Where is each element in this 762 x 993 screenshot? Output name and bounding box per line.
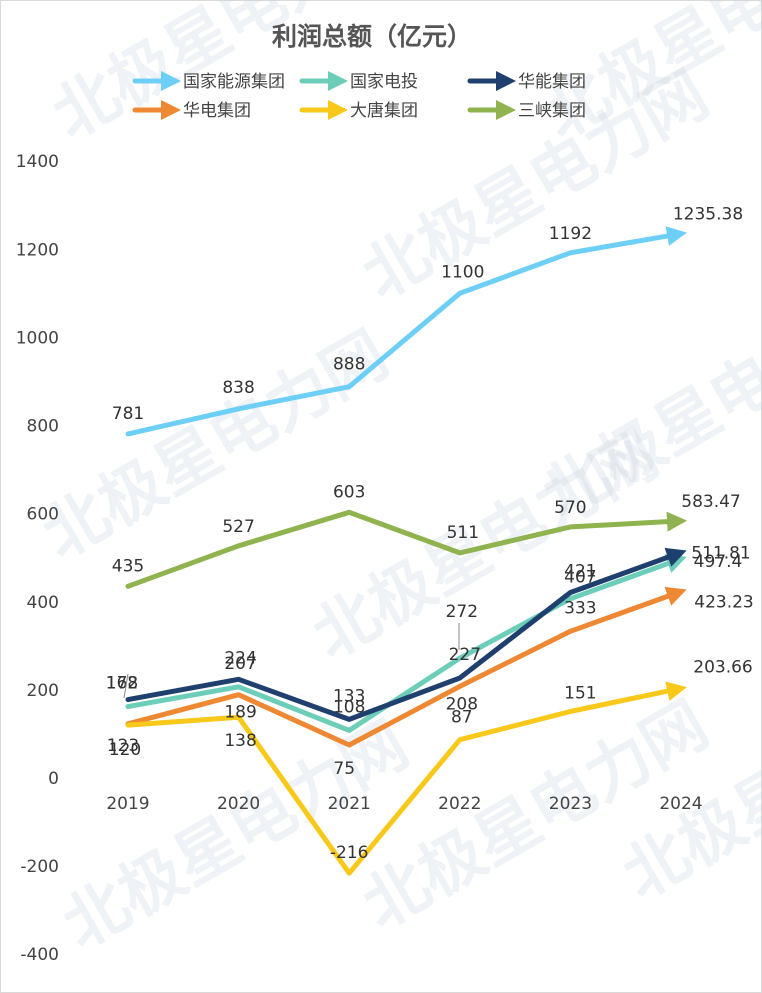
chart-title: 利润总额（亿元）	[272, 22, 472, 51]
legend-label: 三峡集团	[518, 101, 586, 121]
data-label: 511	[447, 523, 479, 543]
data-label: 272	[446, 602, 478, 622]
data-label: 1192	[549, 224, 592, 244]
series-line	[125, 586, 687, 748]
data-label: 207	[224, 654, 256, 674]
legend-item: 国家电投	[299, 71, 418, 92]
data-label: 108	[333, 697, 365, 717]
data-label: 333	[564, 598, 596, 618]
data-label: 227	[449, 645, 481, 665]
series-line	[125, 554, 687, 733]
y-tick-label: 1400	[16, 152, 59, 172]
data-label: 497.4	[694, 552, 743, 572]
data-label: 511.81	[691, 543, 750, 563]
x-tick-label: 2020	[217, 794, 260, 814]
legend-item: 三峡集团	[467, 100, 586, 121]
data-label: -216	[330, 843, 369, 863]
data-label: 888	[333, 355, 365, 375]
data-label: 1100	[441, 262, 484, 282]
data-label: 189	[224, 703, 256, 723]
y-tick-label: 800	[27, 417, 59, 437]
data-label: 435	[112, 556, 144, 576]
data-label: 120	[109, 740, 141, 760]
y-tick-label: 0	[48, 769, 59, 789]
x-tick-label: 2021	[328, 794, 371, 814]
legend-label: 国家能源集团	[183, 72, 285, 92]
data-label: 133	[333, 686, 365, 706]
data-label: 123	[107, 736, 139, 756]
y-tick-label: 200	[27, 681, 59, 701]
x-tick-label: 2019	[106, 794, 149, 814]
data-label: 603	[333, 482, 365, 502]
data-label: 407	[564, 568, 596, 588]
data-label: 87	[451, 708, 473, 728]
x-axis: 2019 2020 2021 2022 2023 2024	[106, 794, 702, 814]
data-label: 781	[112, 404, 144, 424]
y-tick-label: 1200	[16, 240, 59, 260]
y-tick-label: -400	[20, 945, 59, 965]
data-label: 178	[106, 674, 138, 694]
label-leader-line	[123, 673, 129, 699]
y-tick-label: -200	[20, 857, 59, 877]
x-tick-label: 2023	[549, 794, 592, 814]
data-label: 421	[564, 562, 596, 582]
y-tick-label: 400	[27, 593, 59, 613]
y-tick-label: 1000	[16, 328, 59, 348]
legend-label: 华电集团	[183, 101, 251, 121]
data-label: 1235.38	[673, 205, 743, 225]
data-label: 138	[224, 731, 256, 751]
data-label: 224	[224, 648, 256, 668]
y-tick-label: 600	[27, 505, 59, 525]
legend-item: 华电集团	[132, 100, 251, 121]
x-tick-label: 2024	[659, 794, 702, 814]
data-label: 75	[333, 759, 355, 779]
data-label: 162	[106, 674, 138, 694]
data-label: 151	[564, 683, 596, 703]
series-lines	[125, 226, 687, 876]
series-line	[125, 547, 687, 722]
legend-label: 国家电投	[350, 72, 418, 92]
data-label: 570	[554, 498, 586, 518]
data-label: 423.23	[694, 593, 753, 613]
legend-item: 大唐集团	[299, 100, 418, 121]
data-label: 838	[222, 378, 254, 398]
x-tick-label: 2022	[438, 794, 481, 814]
legend-label: 华能集团	[518, 72, 586, 92]
series-line	[125, 509, 687, 589]
y-axis: -400 -200 0 200 400 600 800 1000 1200 1400	[16, 152, 59, 965]
legend-item: 国家能源集团	[132, 71, 285, 92]
legend-item: 华能集团	[467, 71, 586, 92]
data-label: 527	[222, 517, 254, 537]
data-label: 203.66	[693, 657, 752, 677]
data-label: 208	[446, 694, 478, 714]
series-line	[125, 226, 687, 437]
legend-label: 大唐集团	[350, 100, 418, 121]
series-line	[125, 681, 687, 876]
data-labels: 781838888110011921235.381622071082724074…	[106, 205, 754, 863]
data-label: 583.47	[681, 492, 740, 512]
